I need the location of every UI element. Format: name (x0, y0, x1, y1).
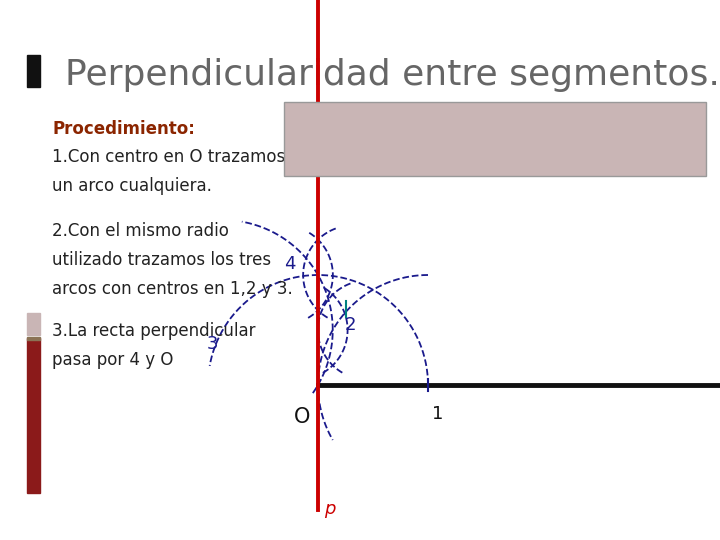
Bar (27, 338, 40, 493)
Bar (27, 337, 40, 340)
Text: 1.Con centro en O trazamos
un arco cualquiera.: 1.Con centro en O trazamos un arco cualq… (52, 148, 285, 195)
Text: 3: 3 (206, 335, 217, 353)
Text: O: O (294, 407, 310, 427)
Text: 1: 1 (432, 405, 444, 423)
Text: 3.La recta perpendicular
pasa por 4 y O: 3.La recta perpendicular pasa por 4 y O (52, 322, 256, 369)
Text: Perpendicularidad entre segmentos.: Perpendicularidad entre segmentos. (65, 58, 720, 92)
Text: 4: 4 (284, 255, 296, 273)
Text: 1.4.  Trazar la perpendicular que pasa por el: 1.4. Trazar la perpendicular que pasa po… (295, 122, 696, 140)
Text: 2.Con el mismo radio
utilizado trazamos los tres
arcos con centros en 1,2 y 3.: 2.Con el mismo radio utilizado trazamos … (52, 222, 293, 299)
Bar (27, 55, 40, 87)
Text: Procedimiento:: Procedimiento: (52, 120, 195, 138)
Text: 2: 2 (345, 316, 356, 334)
Bar (27, 313, 40, 335)
Text: p: p (324, 500, 336, 518)
FancyBboxPatch shape (284, 102, 706, 176)
Text: extremo de la semirecta.: extremo de la semirecta. (295, 145, 521, 163)
